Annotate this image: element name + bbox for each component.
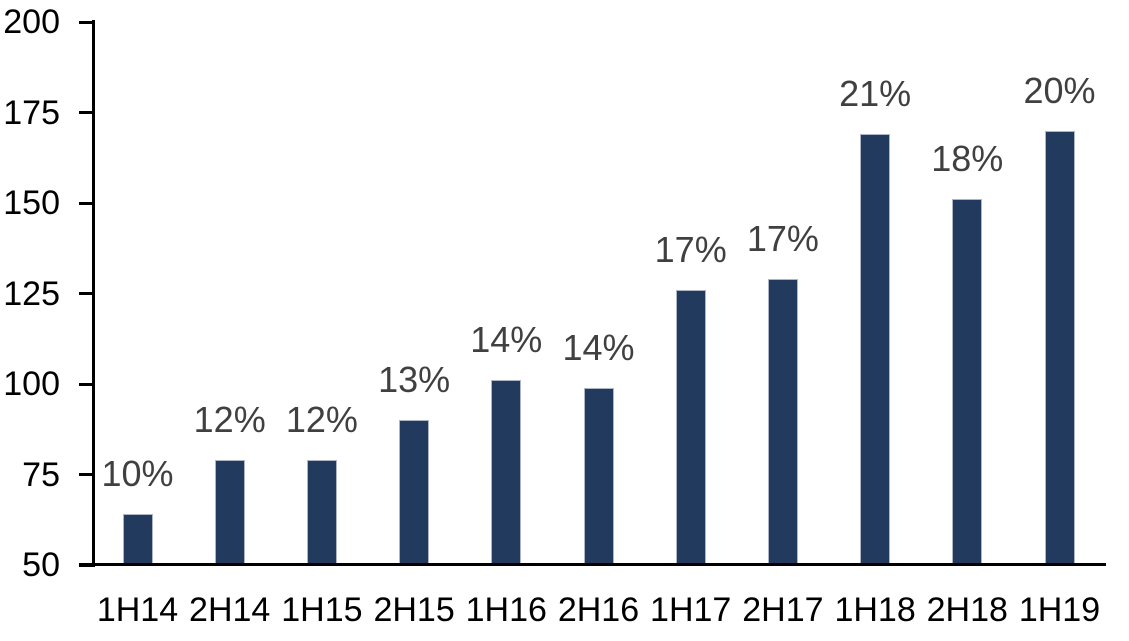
bar-1h16	[491, 380, 522, 566]
y-axis-label: 100	[3, 365, 60, 403]
bar-value-label: 21%	[839, 73, 912, 115]
x-axis-label: 1H17	[650, 591, 732, 629]
bar-value-label: 17%	[746, 218, 819, 259]
y-axis-tick	[79, 201, 95, 205]
bar-1h18	[860, 134, 891, 566]
bar-2h14	[214, 460, 245, 566]
bar-value-label: 14%	[470, 319, 543, 361]
y-axis-tick	[79, 111, 95, 114]
bar-2h17	[767, 279, 798, 566]
x-axis-label: 2H16	[557, 591, 640, 629]
x-axis-label: 1H15	[281, 591, 363, 629]
y-axis-tick	[79, 292, 95, 295]
bar-value-label: 13%	[378, 359, 451, 401]
bar-1h17	[675, 289, 706, 566]
x-axis-label: 2H18	[926, 591, 1008, 629]
bar-value-label: 18%	[931, 138, 1004, 180]
x-axis-label: 1H18	[834, 591, 916, 629]
bar-value-label: 14%	[562, 326, 635, 368]
bar-1h19	[1044, 130, 1075, 566]
bar-value-label: 12%	[193, 399, 266, 440]
bar-2h16	[583, 387, 614, 566]
x-axis-label: 1H16	[465, 591, 547, 629]
y-axis-label: 175	[3, 93, 60, 132]
bar-2h18	[952, 199, 983, 566]
bar-value-label: 17%	[654, 228, 727, 270]
bar-1h14	[122, 514, 153, 566]
x-axis-label: 2H14	[189, 591, 271, 629]
y-axis-label: 50	[22, 546, 60, 584]
y-axis-tick	[79, 473, 95, 476]
y-axis-label: 200	[3, 3, 60, 41]
bar-value-label: 10%	[101, 453, 174, 495]
y-axis-tick	[79, 20, 95, 24]
y-axis-label: 75	[22, 455, 60, 494]
y-axis-line	[92, 20, 95, 567]
x-axis-label: 2H15	[373, 591, 455, 629]
bar-1h15	[306, 460, 337, 566]
x-axis-label: 2H17	[742, 591, 824, 629]
y-axis-label: 125	[3, 274, 60, 313]
bar-value-label: 20%	[1023, 69, 1096, 111]
x-axis-line	[79, 563, 1106, 566]
x-axis-label: 1H14	[96, 591, 179, 629]
x-axis-label: 1H19	[1018, 591, 1101, 629]
y-axis-label: 150	[3, 184, 60, 222]
y-axis-tick	[79, 382, 95, 386]
bar-value-label: 12%	[285, 399, 358, 440]
bar-2h15	[399, 420, 430, 566]
